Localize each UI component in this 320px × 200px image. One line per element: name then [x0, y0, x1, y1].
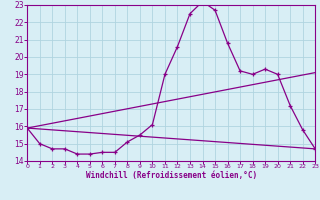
- X-axis label: Windchill (Refroidissement éolien,°C): Windchill (Refroidissement éolien,°C): [86, 171, 257, 180]
